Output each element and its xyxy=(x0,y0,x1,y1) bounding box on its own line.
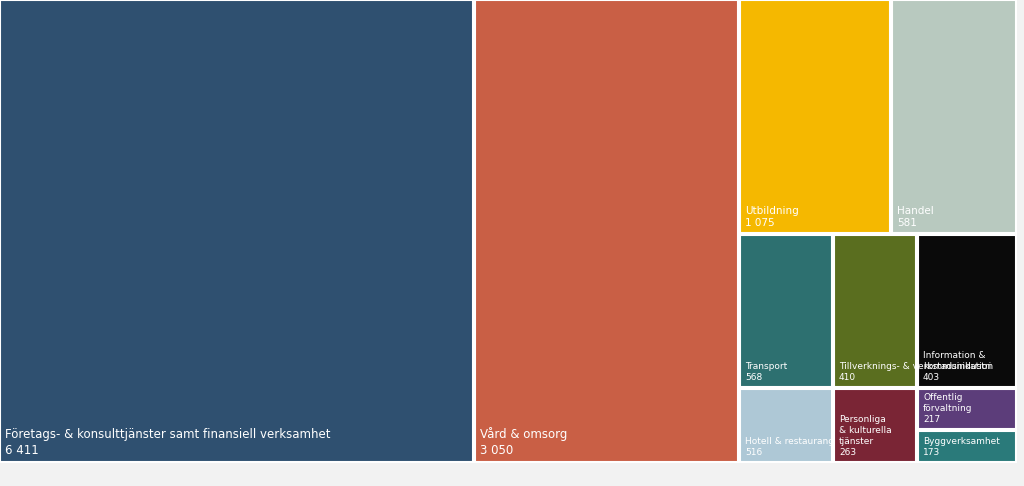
Bar xyxy=(918,431,1016,462)
Text: Handel
581: Handel 581 xyxy=(897,206,934,228)
Text: Transport
568: Transport 568 xyxy=(745,362,787,382)
Bar xyxy=(918,389,1016,429)
Bar xyxy=(475,0,738,462)
Text: Företags- & konsulttjänster samt finansiell verksamhet
6 411: Företags- & konsulttjänster samt finansi… xyxy=(5,428,331,457)
Bar xyxy=(740,389,831,462)
Text: Tillverknings- & verkstadsindustri
410: Tillverknings- & verkstadsindustri 410 xyxy=(839,362,991,382)
Text: Utbildning
1 075: Utbildning 1 075 xyxy=(745,206,799,228)
Text: Hotell & restaurang
516: Hotell & restaurang 516 xyxy=(745,437,834,457)
Bar xyxy=(892,0,1016,233)
Bar xyxy=(918,235,1016,387)
Bar xyxy=(740,0,890,233)
Bar xyxy=(834,389,916,462)
Text: Offentlig
förvaltning
217: Offentlig förvaltning 217 xyxy=(923,393,973,424)
Text: Information &
kommunikation
403: Information & kommunikation 403 xyxy=(923,351,993,382)
Text: Personliga
& kulturella
tjänster
263: Personliga & kulturella tjänster 263 xyxy=(839,415,892,457)
Text: Vård & omsorg
3 050: Vård & omsorg 3 050 xyxy=(480,427,567,457)
Bar xyxy=(740,235,831,387)
Text: Byggverksamhet
173: Byggverksamhet 173 xyxy=(923,437,999,457)
Bar xyxy=(834,235,916,387)
Bar xyxy=(0,0,473,462)
